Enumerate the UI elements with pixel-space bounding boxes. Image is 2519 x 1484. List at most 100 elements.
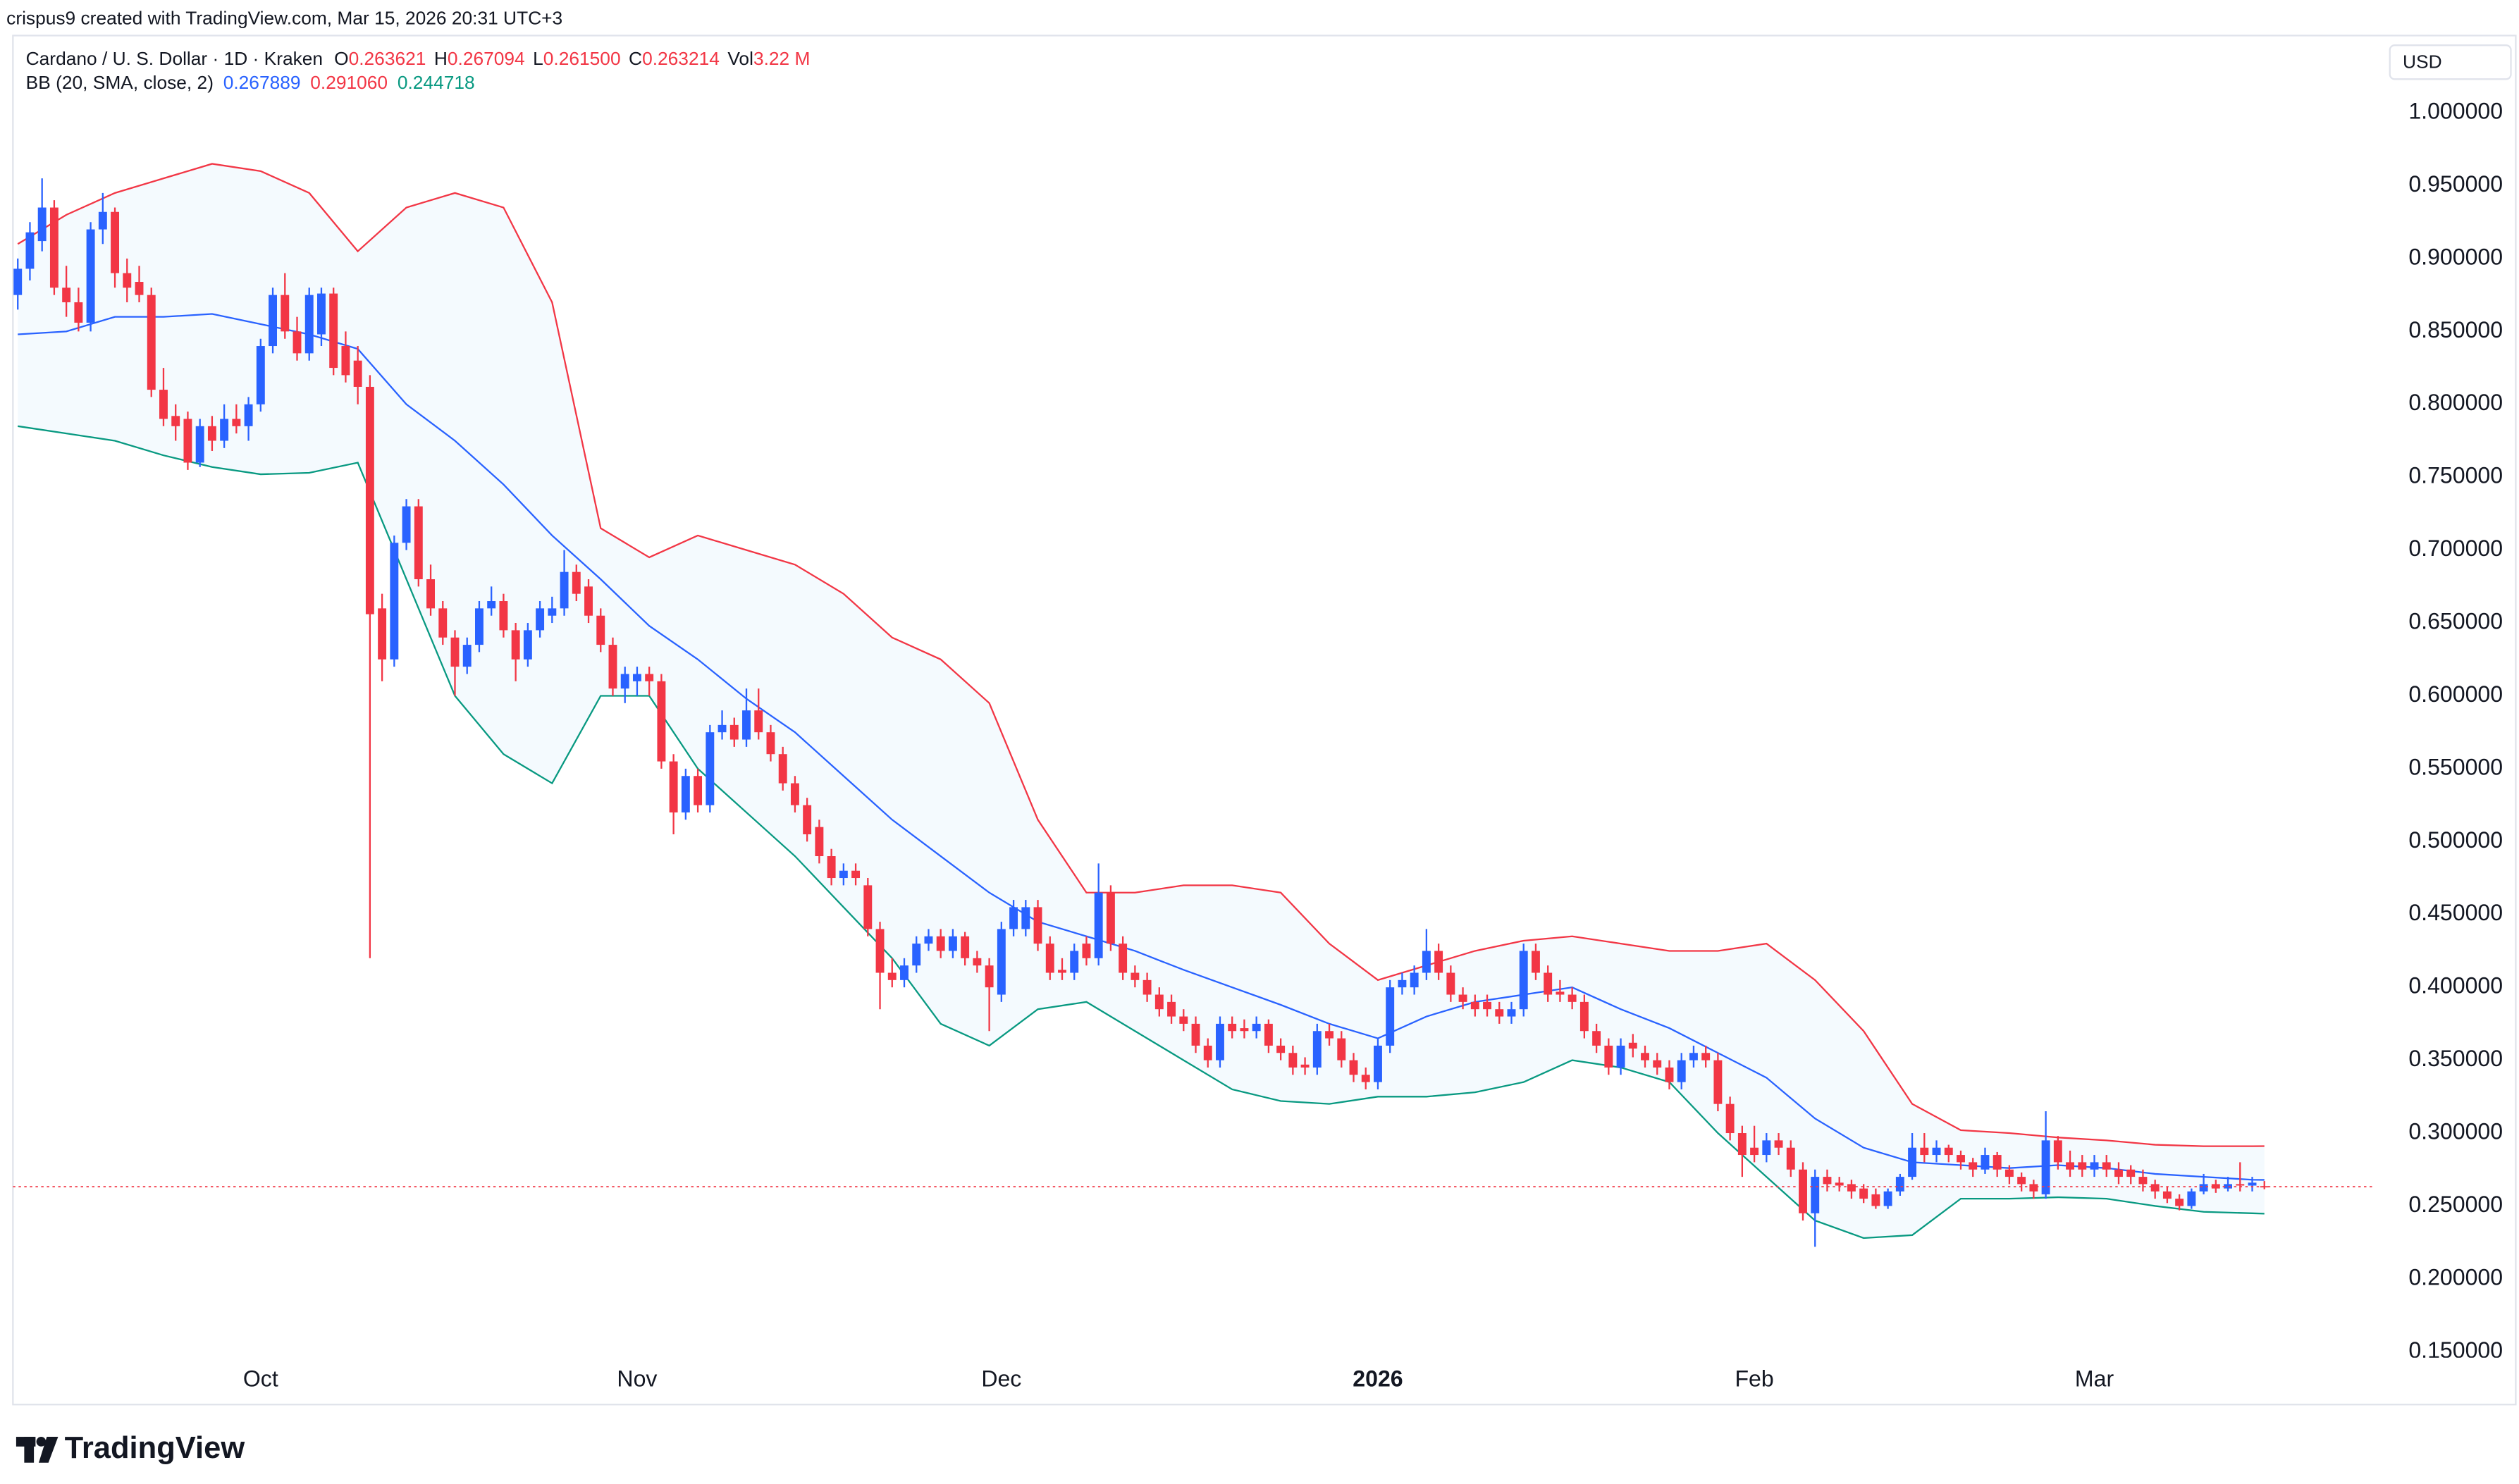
- candle-body: [839, 870, 848, 879]
- candle-body: [281, 295, 290, 332]
- legend-indicator-line: BB (20, SMA, close, 2) 0.267889 0.291060 0.…: [26, 72, 475, 93]
- indicator-name: BB (20, SMA, close, 2): [26, 72, 214, 93]
- candle-body: [1701, 1053, 1711, 1061]
- candle-body: [2199, 1184, 2208, 1192]
- y-tick-label: 0.450000: [2408, 900, 2503, 925]
- candle-body: [985, 965, 994, 988]
- currency-box[interactable]: [2389, 44, 2512, 80]
- y-tick-label: 0.650000: [2408, 609, 2503, 634]
- candle-body: [608, 645, 617, 689]
- candle-body: [742, 710, 751, 740]
- candle-body: [827, 856, 836, 879]
- candle-body: [1568, 994, 1577, 1002]
- time-axis: Oct Nov Dec 2026 Feb Mar: [243, 1366, 2114, 1391]
- candle-body: [1969, 1162, 1978, 1170]
- ohlc-value: 0.263214: [642, 48, 720, 69]
- y-tick-label: 0.350000: [2408, 1046, 2503, 1071]
- y-tick-label: 0.800000: [2408, 390, 2503, 415]
- candle-body: [706, 732, 715, 805]
- candle-body: [924, 936, 933, 944]
- candle-body: [1228, 1023, 1237, 1032]
- candle-body: [523, 630, 532, 660]
- candle-body: [1908, 1147, 1917, 1177]
- candle-body: [536, 608, 545, 631]
- y-tick-label: 0.300000: [2408, 1118, 2503, 1144]
- x-tick-label: Dec: [981, 1366, 1021, 1391]
- candle-body: [2041, 1140, 2050, 1194]
- candle-body: [1737, 1133, 1747, 1156]
- candle-body: [2138, 1177, 2148, 1185]
- candle-body: [1750, 1147, 1759, 1156]
- currency[interactable]: USD: [2403, 51, 2442, 72]
- candle-body: [25, 232, 35, 269]
- candle-body: [474, 608, 484, 645]
- legend-symbol-line: Cardano / U. S. Dollar · 1D · Kraken O0.2…: [26, 48, 811, 69]
- candle-body: [875, 929, 885, 973]
- symbol-name: Cardano / U. S. Dollar · 1D · Kraken: [26, 48, 323, 69]
- candle-body: [1203, 1045, 1212, 1061]
- candle-body: [729, 724, 739, 740]
- y-tick-label: 0.250000: [2408, 1192, 2503, 1217]
- indicator-value: 0.244718: [398, 72, 475, 93]
- candle-body: [766, 732, 775, 755]
- candle-body: [207, 426, 216, 441]
- candle-body: [1579, 1001, 1589, 1032]
- candle-body: [778, 754, 787, 784]
- candle-body: [1665, 1067, 1674, 1082]
- candle-body: [997, 929, 1006, 995]
- candle-body: [1871, 1194, 1880, 1206]
- candle-body: [1337, 1038, 1346, 1061]
- candle-body: [1604, 1045, 1613, 1068]
- candle-body: [2211, 1184, 2220, 1189]
- candle-body: [1045, 944, 1054, 973]
- candle-body: [1641, 1053, 1649, 1061]
- candle-body: [256, 346, 265, 404]
- candle-body: [1957, 1155, 1965, 1163]
- x-tick-label: Mar: [2075, 1366, 2114, 1391]
- x-tick-label: Feb: [1735, 1366, 1773, 1391]
- candle-body: [2029, 1184, 2038, 1192]
- indicator-value: 0.291060: [310, 72, 388, 93]
- candle-body: [1859, 1188, 1868, 1199]
- y-tick-label: 0.850000: [2408, 317, 2503, 342]
- candle-body: [2090, 1162, 2099, 1170]
- band-fill: [18, 163, 2265, 1238]
- candle-body: [1033, 907, 1042, 944]
- x-tick-label: Oct: [243, 1366, 278, 1391]
- y-tick-label: 0.900000: [2408, 244, 2503, 269]
- candle-body: [803, 805, 812, 834]
- y-tick-label: 0.400000: [2408, 973, 2503, 998]
- candle-body: [912, 944, 921, 966]
- candle-body: [1628, 1042, 1637, 1049]
- candle-body: [1786, 1147, 1795, 1170]
- y-tick-label: 0.550000: [2408, 754, 2503, 779]
- candle-body: [851, 870, 861, 879]
- candle-body: [195, 426, 204, 463]
- candle-body: [62, 287, 71, 302]
- candle-body: [292, 331, 302, 354]
- candle-body: [1677, 1060, 1686, 1082]
- candle-body: [790, 783, 799, 805]
- ohlc-value: 3.22 M: [753, 48, 811, 69]
- candle-body: [1252, 1023, 1261, 1032]
- candle-body: [1264, 1023, 1273, 1046]
- candle-body: [1507, 1009, 1516, 1017]
- candle-body: [961, 936, 970, 958]
- candle-body: [1713, 1060, 1723, 1104]
- ohlc-key: Vol: [727, 48, 753, 69]
- candle-body: [1398, 979, 1407, 988]
- candle-body: [1920, 1147, 1929, 1156]
- candle-body: [560, 571, 569, 609]
- candle-body: [1883, 1191, 1892, 1206]
- candle-body: [1410, 972, 1419, 988]
- candle-body: [13, 268, 23, 295]
- candle-body: [1300, 1064, 1310, 1068]
- candle-body: [1386, 987, 1395, 1046]
- price-axis: 1.000000 0.950000 0.900000 0.850000 0.800000…: [2408, 99, 2503, 1358]
- x-tick-label: 2026: [1353, 1366, 1403, 1391]
- candle-body: [329, 293, 338, 369]
- chart-frame: [12, 35, 2517, 1406]
- ohlc-key: L: [533, 48, 543, 69]
- candle-body: [487, 601, 496, 609]
- candle-body: [2004, 1169, 2014, 1177]
